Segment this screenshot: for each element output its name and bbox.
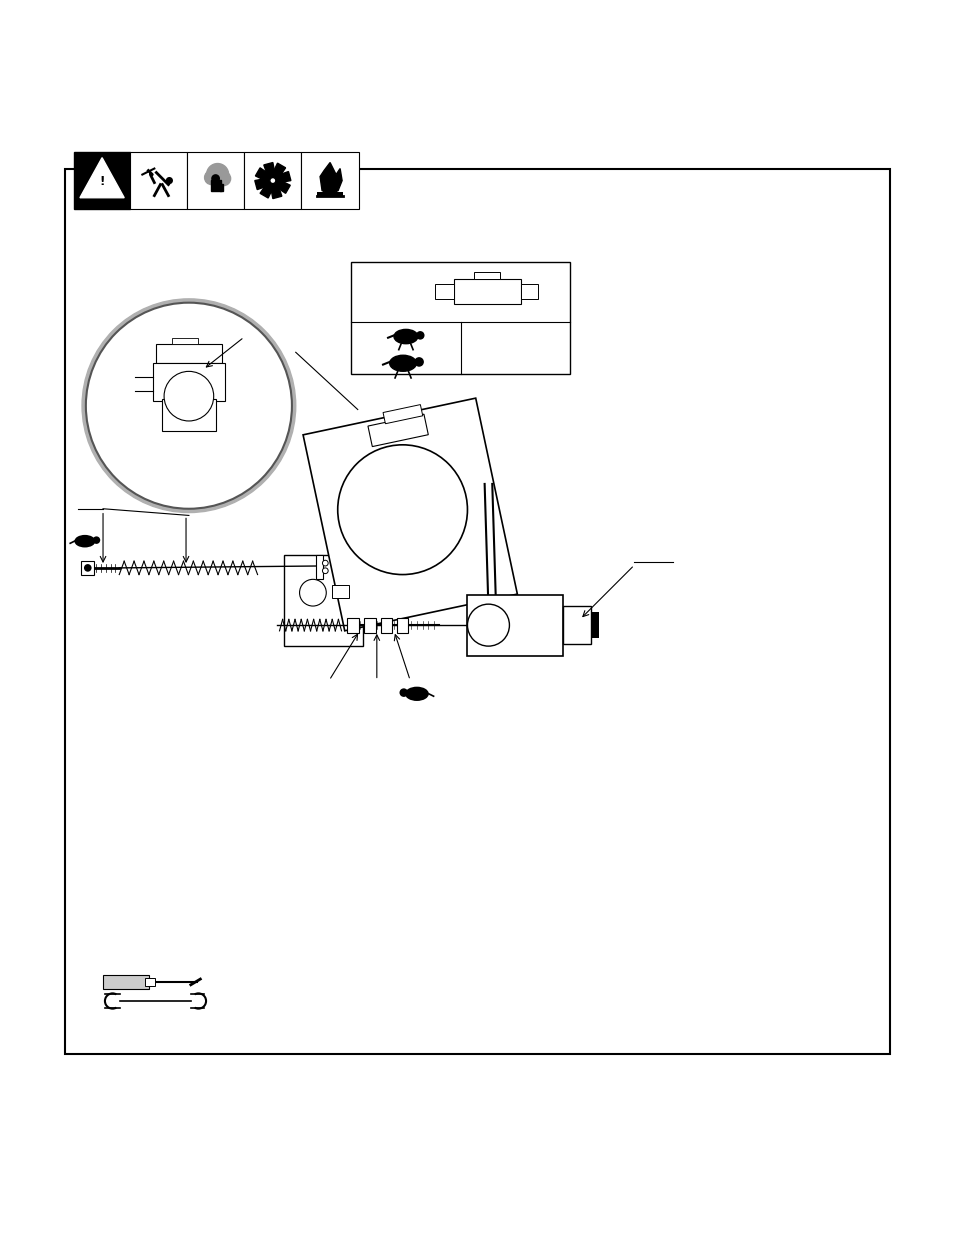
Bar — [562, 606, 591, 645]
Ellipse shape — [394, 330, 417, 343]
Bar — [244, 152, 301, 209]
Bar — [591, 611, 598, 638]
Text: !: ! — [99, 175, 105, 188]
Bar — [187, 152, 244, 209]
Polygon shape — [271, 180, 281, 199]
Circle shape — [270, 178, 275, 184]
Ellipse shape — [404, 687, 429, 701]
Polygon shape — [273, 172, 291, 183]
Bar — [347, 618, 358, 632]
Bar — [152, 363, 225, 401]
Circle shape — [216, 172, 231, 185]
Circle shape — [299, 579, 326, 606]
Circle shape — [322, 568, 328, 573]
Bar — [145, 978, 154, 986]
Bar — [351, 262, 570, 374]
Bar — [316, 191, 343, 195]
Bar — [65, 169, 889, 1055]
Polygon shape — [255, 168, 273, 182]
Circle shape — [211, 174, 220, 183]
Bar — [332, 585, 349, 599]
Polygon shape — [273, 180, 290, 194]
Polygon shape — [260, 180, 274, 198]
Bar — [435, 284, 454, 299]
Circle shape — [414, 357, 423, 367]
Circle shape — [399, 688, 408, 697]
Polygon shape — [383, 405, 422, 424]
Circle shape — [84, 564, 91, 572]
Circle shape — [92, 536, 100, 543]
Bar — [474, 272, 500, 279]
Circle shape — [207, 163, 229, 185]
Bar — [301, 152, 358, 209]
Circle shape — [86, 303, 292, 509]
Bar — [454, 279, 520, 304]
Circle shape — [82, 299, 295, 513]
Bar — [172, 338, 198, 343]
Bar — [155, 343, 222, 363]
Bar — [211, 179, 220, 190]
Bar — [219, 184, 223, 190]
Circle shape — [467, 604, 509, 646]
Bar — [103, 976, 149, 988]
Polygon shape — [80, 158, 124, 198]
Polygon shape — [368, 414, 428, 447]
Polygon shape — [319, 163, 342, 195]
Ellipse shape — [389, 356, 416, 372]
Bar — [81, 561, 94, 574]
Ellipse shape — [74, 535, 95, 547]
Circle shape — [416, 331, 424, 340]
Bar — [520, 284, 537, 299]
Bar — [162, 399, 215, 431]
Bar — [315, 556, 323, 579]
Bar — [396, 618, 408, 632]
Bar — [284, 556, 362, 646]
Circle shape — [337, 445, 467, 574]
Circle shape — [322, 561, 328, 566]
Bar — [380, 618, 392, 632]
Polygon shape — [303, 398, 517, 631]
Bar — [467, 594, 562, 656]
Circle shape — [204, 170, 218, 184]
Polygon shape — [264, 163, 274, 180]
Polygon shape — [272, 163, 285, 180]
Polygon shape — [254, 178, 273, 190]
Bar — [74, 152, 130, 209]
Bar — [130, 152, 187, 209]
Circle shape — [164, 372, 213, 421]
Circle shape — [166, 177, 172, 184]
Bar — [364, 618, 375, 632]
